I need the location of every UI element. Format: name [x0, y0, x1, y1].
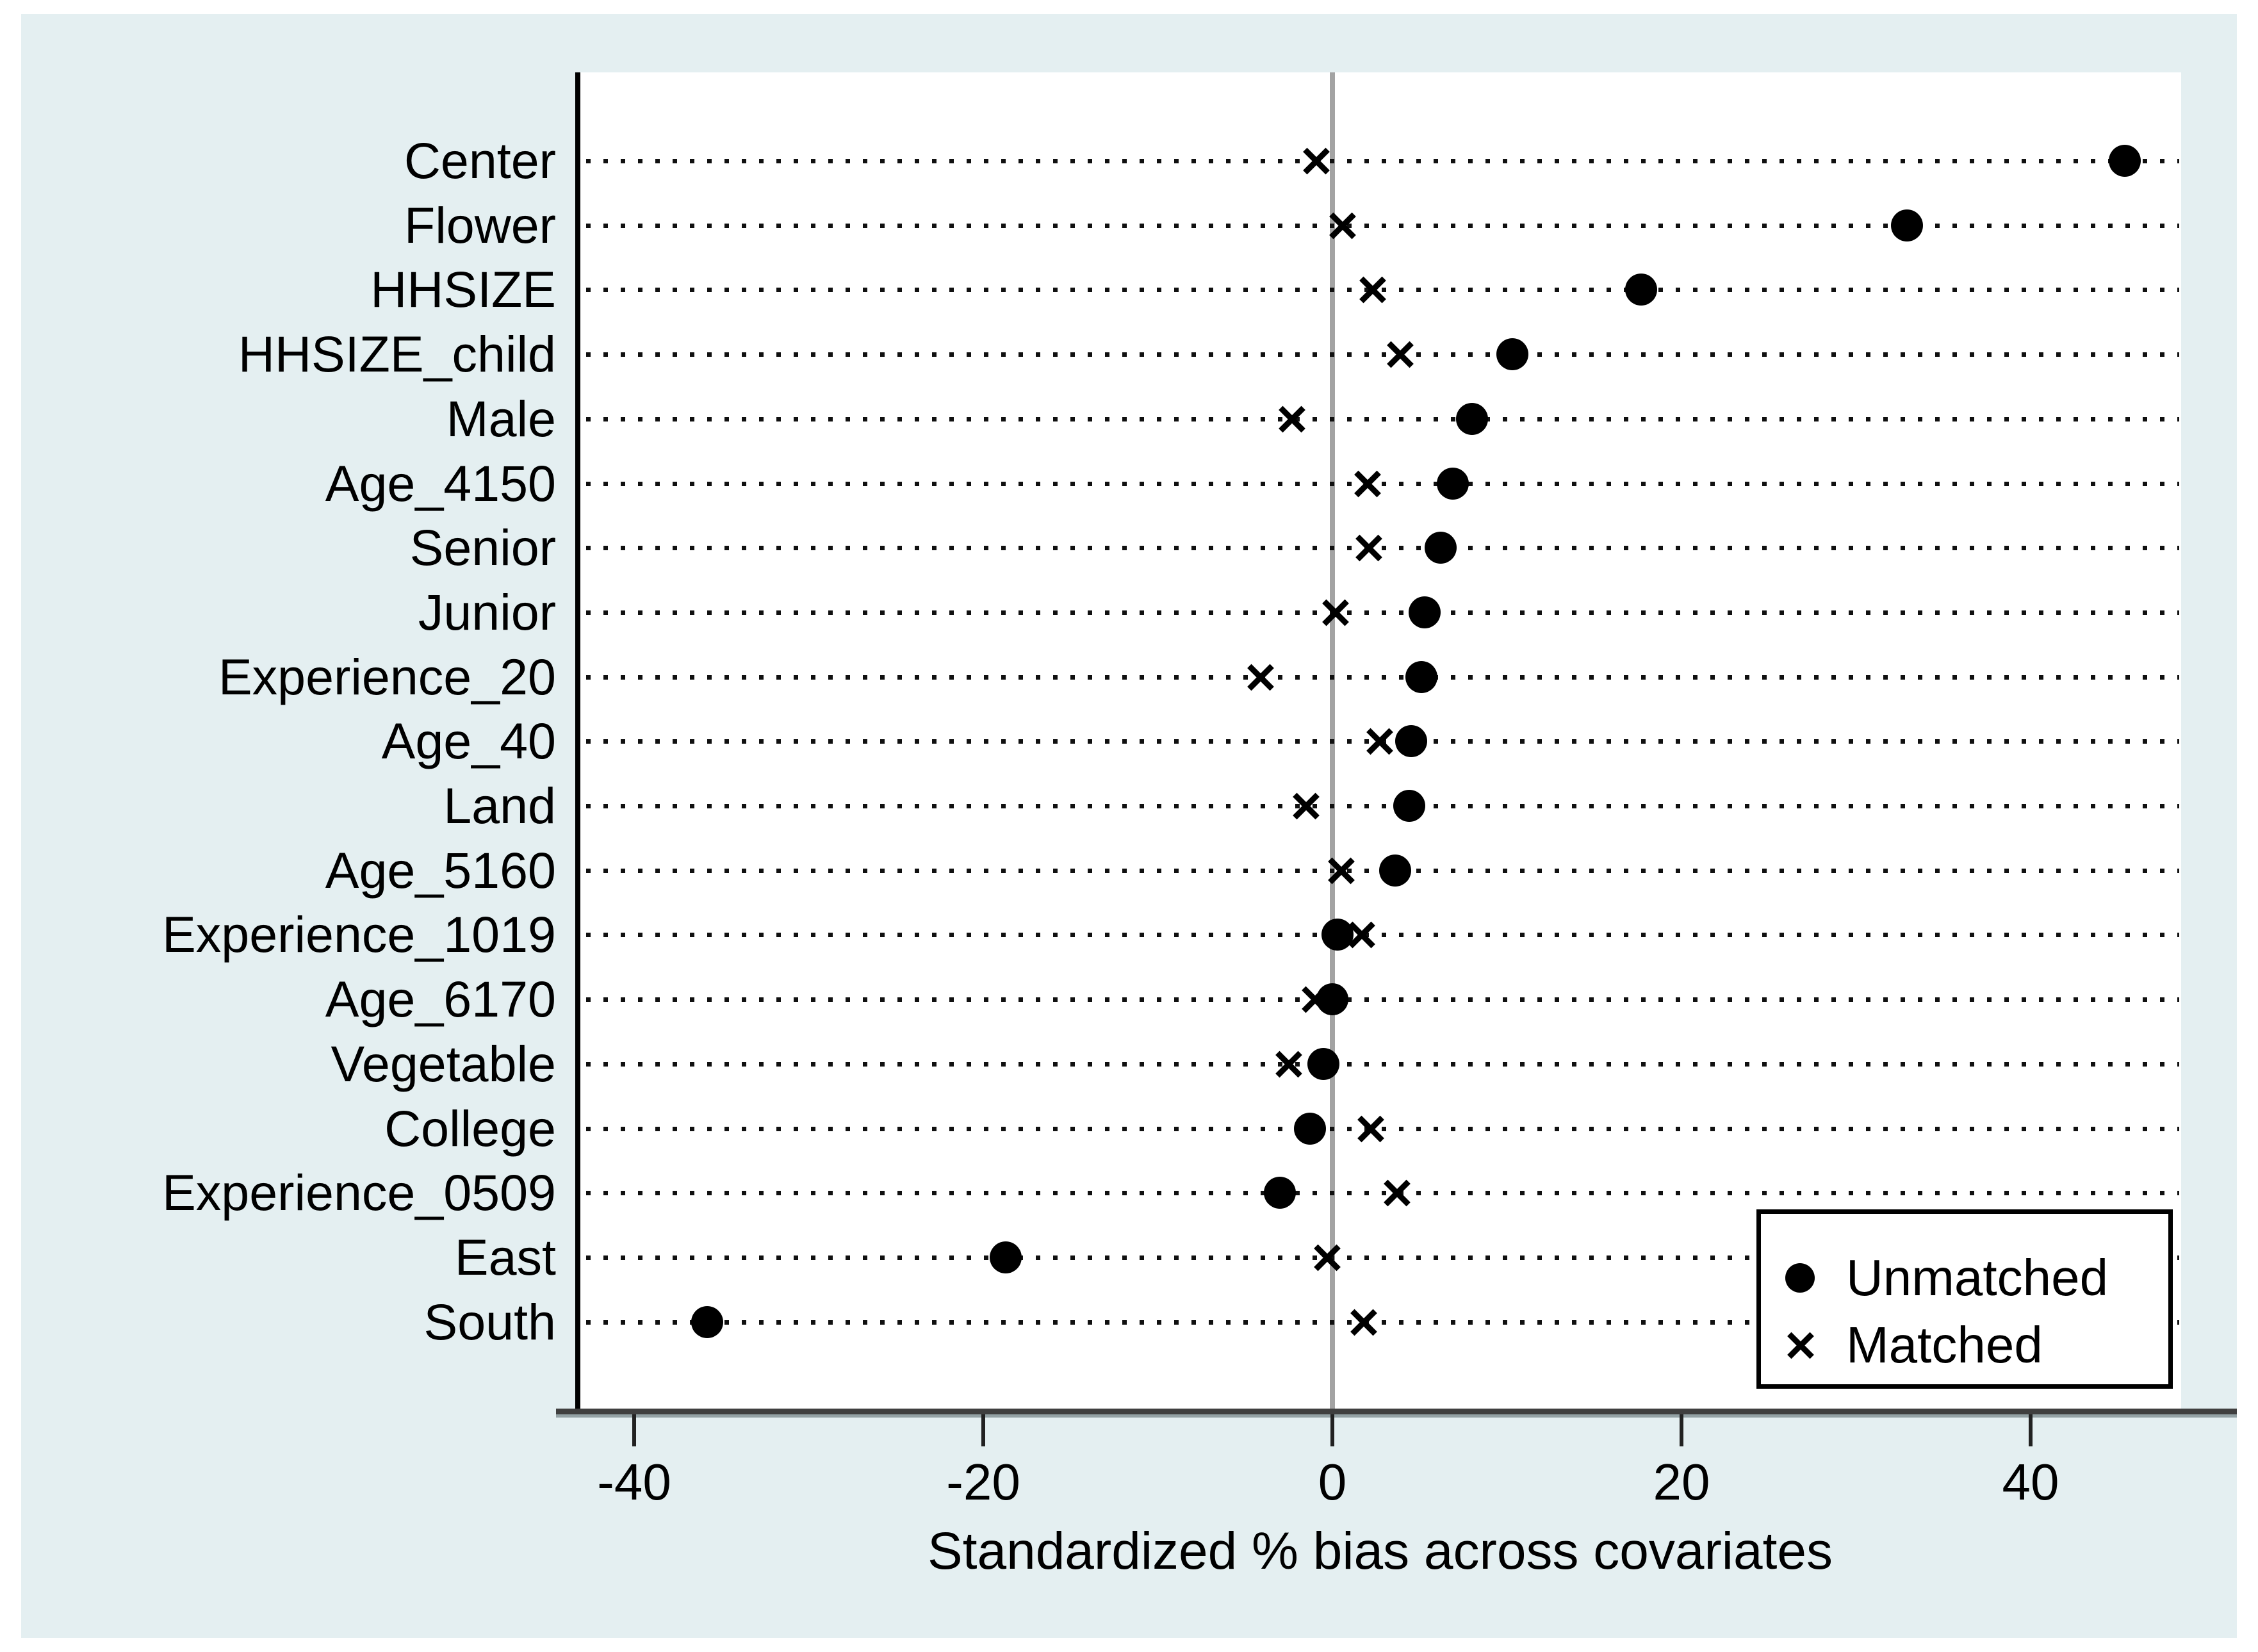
dotted-gridline: [586, 997, 2179, 1002]
unmatched-dot-marker: [1293, 1113, 1326, 1145]
x-axis-tick: [1330, 1414, 1334, 1446]
matched-x-marker: [1367, 728, 1393, 754]
y-axis-label: Experience_0509: [162, 1164, 556, 1221]
y-axis-label: Experience_1019: [162, 906, 556, 963]
matched-x-marker: [1323, 600, 1348, 625]
dotted-gridline: [586, 1255, 2179, 1260]
unmatched-dot-marker: [1424, 532, 1457, 564]
y-axis-label: South: [423, 1293, 556, 1350]
unmatched-dot-marker: [1409, 596, 1441, 628]
legend-unmatched-dot-icon: [1785, 1263, 1815, 1293]
dotted-gridline: [586, 417, 2179, 421]
dotted-gridline: [586, 1191, 2179, 1195]
matched-x-marker: [1329, 858, 1354, 883]
dotted-gridline: [586, 804, 2179, 808]
matched-x-marker: [1356, 535, 1382, 560]
unmatched-dot-marker: [1395, 725, 1427, 757]
dotted-gridline: [586, 352, 2179, 357]
matched-x-marker: [1314, 1245, 1340, 1270]
x-axis-tick-label: 0: [1318, 1453, 1347, 1510]
y-axis-label: Senior: [409, 519, 556, 576]
x-axis-title: Standardized % bias across covariates: [928, 1522, 1833, 1580]
y-axis-label: Land: [443, 777, 556, 834]
unmatched-dot-marker: [1316, 983, 1348, 1015]
matched-x-marker: [1358, 1116, 1384, 1141]
unmatched-dot-marker: [691, 1306, 724, 1338]
unmatched-dot-marker: [1379, 855, 1412, 887]
matched-x-marker: [1384, 1180, 1410, 1206]
y-axis-label: HHSIZE_child: [238, 325, 556, 382]
x-axis-tick: [981, 1414, 985, 1446]
y-axis-label: Center: [404, 132, 556, 189]
dotted-gridline: [586, 159, 2179, 163]
x-axis-tick: [2029, 1414, 2033, 1446]
matched-x-marker: [1360, 277, 1386, 302]
matched-x-marker: [1276, 1051, 1302, 1077]
dotted-gridline: [586, 224, 2179, 228]
matched-x-marker: [1248, 664, 1273, 690]
unmatched-dot-marker: [1264, 1177, 1297, 1209]
legend-box: Unmatched Matched: [1756, 1209, 2173, 1389]
x-axis-tick-label: -40: [597, 1453, 671, 1510]
unmatched-dot-marker: [1405, 661, 1437, 693]
unmatched-dot-marker: [1890, 209, 1923, 241]
unmatched-dot-marker: [1625, 274, 1658, 306]
matched-x-marker: [1355, 471, 1380, 496]
y-axis-label: Age_6170: [325, 970, 556, 1027]
unmatched-dot-marker: [1393, 790, 1425, 822]
x-axis-tick: [632, 1414, 636, 1446]
x-axis-tick-label: -20: [946, 1453, 1020, 1510]
y-axis-label: Age_4150: [325, 455, 556, 512]
x-axis-tick: [1680, 1414, 1683, 1446]
legend-label: Unmatched: [1846, 1249, 2109, 1306]
y-axis-label: Age_5160: [325, 842, 556, 899]
matched-x-marker: [1351, 1309, 1377, 1335]
matched-x-marker: [1279, 406, 1305, 432]
unmatched-dot-marker: [1456, 403, 1488, 435]
legend-label: Matched: [1846, 1316, 2043, 1373]
dotted-gridline: [586, 610, 2179, 615]
dotted-gridline: [586, 1320, 2179, 1325]
matched-x-marker: [1387, 341, 1413, 367]
y-axis-label: College: [384, 1100, 556, 1157]
unmatched-dot-marker: [990, 1241, 1022, 1273]
y-axis-label: East: [454, 1229, 556, 1286]
y-axis-label: Male: [446, 390, 556, 447]
y-axis-label: HHSIZE: [370, 261, 556, 318]
y-axis-label: Junior: [418, 584, 556, 641]
legend-matched-x-icon: [1788, 1332, 1813, 1358]
matched-x-marker: [1304, 148, 1329, 174]
unmatched-dot-marker: [1321, 919, 1354, 951]
x-axis-tick-label: 40: [2002, 1453, 2059, 1510]
y-axis-label: Flower: [404, 197, 556, 254]
dotted-gridline: [586, 675, 2179, 680]
y-axis-label: Age_40: [381, 712, 556, 769]
unmatched-dot-marker: [1437, 468, 1469, 500]
matched-x-marker: [1293, 793, 1319, 819]
y-axis-line: [575, 72, 580, 1414]
unmatched-dot-marker: [1307, 1048, 1340, 1080]
y-axis-label: Vegetable: [331, 1035, 556, 1092]
unmatched-dot-marker: [1496, 338, 1528, 370]
unmatched-dot-marker: [2109, 145, 2141, 177]
dotted-gridline: [586, 546, 2179, 550]
x-axis-line: [556, 1409, 2237, 1414]
x-axis-tick-label: 20: [1653, 1453, 1710, 1510]
y-axis-label: Experience_20: [218, 648, 556, 705]
matched-x-marker: [1330, 213, 1355, 238]
dotted-gridline: [586, 482, 2179, 486]
dotted-gridline: [586, 933, 2179, 937]
dotted-gridline: [586, 1062, 2179, 1067]
